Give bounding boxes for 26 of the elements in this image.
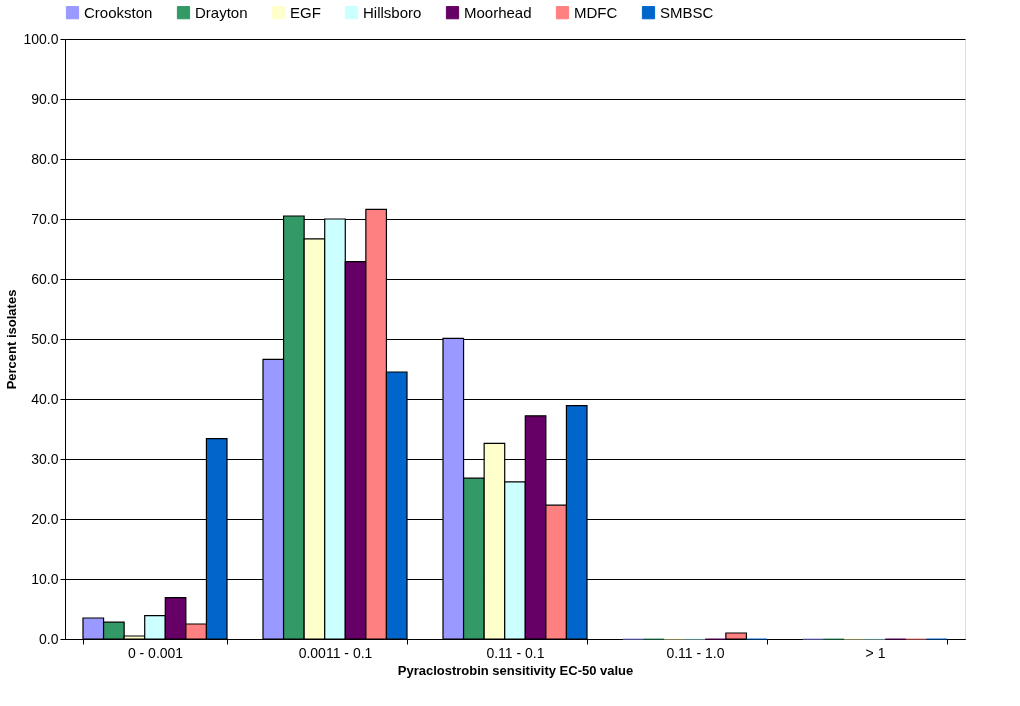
legend-label: Drayton	[195, 3, 248, 21]
legend-label: Hillsboro	[363, 3, 422, 21]
legend-label: Crookston	[84, 3, 153, 21]
y-tick-label: 0.0	[39, 630, 59, 647]
y-tick-label: 90.0	[31, 90, 59, 107]
legend-label: EGF	[290, 3, 321, 21]
y-tick-label: 70.0	[31, 210, 59, 227]
y-tick-label: 100.0	[23, 30, 59, 47]
legend-label: Moorhead	[464, 3, 532, 21]
y-tick-label: 80.0	[31, 150, 59, 167]
x-tick-label: 0.11 - 0.1	[486, 644, 545, 661]
bar	[725, 632, 748, 640]
y-tick-label: 50.0	[31, 330, 59, 347]
x-tick-label: 0.0011 - 0.1	[298, 644, 373, 661]
y-tick-label: 20.0	[31, 510, 59, 527]
y-axis-title: Percent isolates	[4, 289, 20, 390]
x-tick-label: 0 - 0.001	[127, 644, 184, 661]
y-tick-label: 10.0	[31, 570, 59, 587]
y-tick-label: 30.0	[31, 450, 59, 467]
legend-label: MDFC	[574, 3, 618, 21]
y-tick-label: 40.0	[31, 390, 59, 407]
x-axis-title: Pyraclostrobin sensitivity EC-50 value	[397, 662, 634, 678]
legend-label: SMBSC	[660, 3, 714, 21]
x-tick-label: 0.11 - 1.0	[666, 644, 725, 661]
x-tick-label: > 1	[865, 644, 886, 661]
y-tick-label: 60.0	[31, 270, 59, 287]
